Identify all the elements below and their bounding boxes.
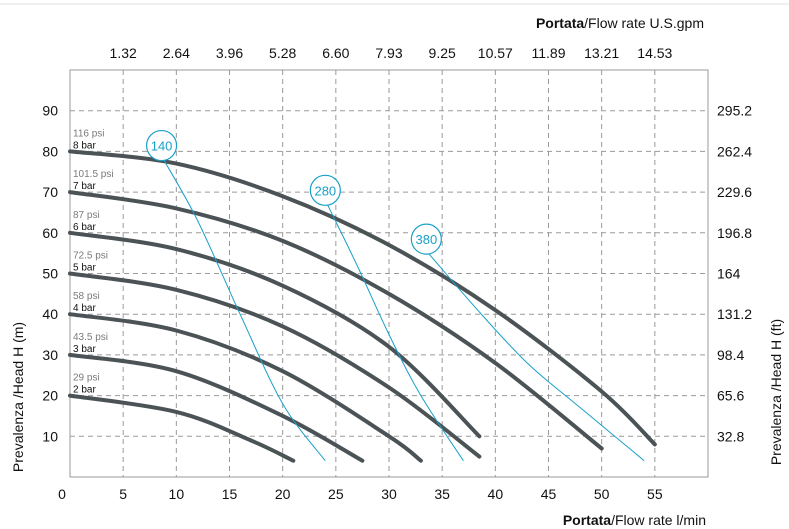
y-left-tick-label: 40 <box>42 306 58 322</box>
flow-line-label: 140 <box>151 139 173 154</box>
pressure-curve-line <box>68 190 604 451</box>
flow-lines: 140 280 380 <box>145 129 645 462</box>
x-bottom-tick-label: 30 <box>381 486 397 502</box>
flow-line-label: 380 <box>415 232 437 247</box>
x-bottom-tick-label: 25 <box>328 486 344 502</box>
x-top-tick-label: 7.93 <box>375 45 402 61</box>
psi-label: 72.5 psi <box>73 251 108 262</box>
y-right-tick-label: 65.6 <box>717 388 744 404</box>
x-bottom-tick-label: 15 <box>222 486 238 502</box>
y-right-tick-label: 98.4 <box>717 347 744 363</box>
x-top-tick-label: 1.32 <box>110 45 137 61</box>
y-left-tick-label: 10 <box>42 428 58 444</box>
bar-label: 6 bar <box>73 222 96 233</box>
x-top-tick-label: 5.28 <box>269 45 296 61</box>
bar-label: 3 bar <box>73 344 96 355</box>
pressure-curve-line <box>68 312 423 463</box>
flow-line <box>427 252 645 462</box>
y-left-tick-label: 70 <box>42 184 58 200</box>
y-left-tick-label: 80 <box>42 143 58 159</box>
x-bottom-tick-label: 35 <box>434 486 450 502</box>
flow-line-badge <box>145 129 178 162</box>
pressure-curve-line <box>68 230 482 439</box>
top-axis-title-bold: Portata <box>536 15 584 31</box>
y-left-tick-label: 20 <box>42 388 58 404</box>
y-left-tick-label: 90 <box>42 103 58 119</box>
psi-label: 116 psi <box>73 128 105 139</box>
y-right-tick-label: 32.8 <box>717 428 744 444</box>
y-right-tick-label: 295.2 <box>717 103 752 119</box>
x-top-tick-label: 14.53 <box>637 45 672 61</box>
psi-label: 101.5 psi <box>73 169 114 180</box>
tick-labels: 0 5 10 15 20 25 30 35 40 45 50 55 10 32.8 20 65.6 30 98.4… <box>42 45 752 502</box>
bar-label: 8 bar <box>73 140 96 151</box>
y-right-tick-label: 196.8 <box>717 225 752 241</box>
x-bottom-tick-label: 40 <box>488 486 504 502</box>
bar-label: 2 bar <box>73 385 96 396</box>
x-top-tick-label: 3.96 <box>216 45 243 61</box>
y-right-tick-label: 164 <box>717 266 741 282</box>
right-axis-title: Prevalenza /Head H (ft) <box>768 319 784 465</box>
bar-label: 7 bar <box>73 181 96 192</box>
bar-label: 5 bar <box>73 263 96 274</box>
x-bottom-tick-label: 0 <box>58 486 66 502</box>
top-axis-title-rest: /Flow rate U.S.gpm <box>584 15 704 31</box>
left-axis-title: Prevalenza /Head H (m) <box>10 322 26 472</box>
bottom-axis-title-rest: /Flow rate l/min <box>611 512 706 528</box>
y-right-tick-label: 262.4 <box>717 143 752 159</box>
y-left-tick-label: 60 <box>42 225 58 241</box>
x-bottom-tick-label: 55 <box>647 486 663 502</box>
pressure-curve-line <box>68 393 296 463</box>
top-axis-title: Portata/Flow rate U.S.gpm <box>536 15 704 31</box>
psi-label: 29 psi <box>73 373 100 384</box>
y-left-tick-label: 30 <box>42 347 58 363</box>
flow-line-label: 280 <box>314 183 336 198</box>
x-top-tick-label: 10.57 <box>478 45 513 61</box>
x-bottom-tick-label: 20 <box>275 486 291 502</box>
psi-label: 58 psi <box>73 291 100 302</box>
flow-line <box>326 204 464 461</box>
x-bottom-tick-label: 5 <box>119 486 127 502</box>
pressure-curve-line <box>68 271 482 459</box>
bar-label: 4 bar <box>73 303 96 314</box>
pressure-curve-line <box>68 352 365 463</box>
x-top-tick-label: 6.60 <box>322 45 349 61</box>
x-bottom-tick-label: 45 <box>541 486 557 502</box>
x-top-tick-label: 2.64 <box>163 45 190 61</box>
psi-label: 87 psi <box>73 210 100 221</box>
flow-line <box>163 159 326 461</box>
pressure-curves <box>68 149 657 463</box>
x-bottom-tick-label: 50 <box>594 486 610 502</box>
y-right-tick-label: 229.6 <box>717 184 752 200</box>
flow-line-badge <box>410 223 442 255</box>
bottom-axis-title: Portata/Flow rate l/min <box>563 512 706 528</box>
x-top-tick-label: 13.21 <box>584 45 619 61</box>
flow-line-badge <box>309 174 341 206</box>
y-right-tick-label: 131.2 <box>717 306 752 322</box>
x-top-tick-label: 11.89 <box>532 45 566 61</box>
pressure-curve-line <box>68 149 657 447</box>
grid <box>0 3 789 478</box>
bottom-axis-title-bold: Portata <box>563 512 611 528</box>
x-bottom-tick-label: 10 <box>169 486 185 502</box>
y-left-tick-label: 50 <box>42 266 58 282</box>
psi-label: 43.5 psi <box>73 332 108 343</box>
x-top-tick-label: 9.25 <box>429 45 456 61</box>
